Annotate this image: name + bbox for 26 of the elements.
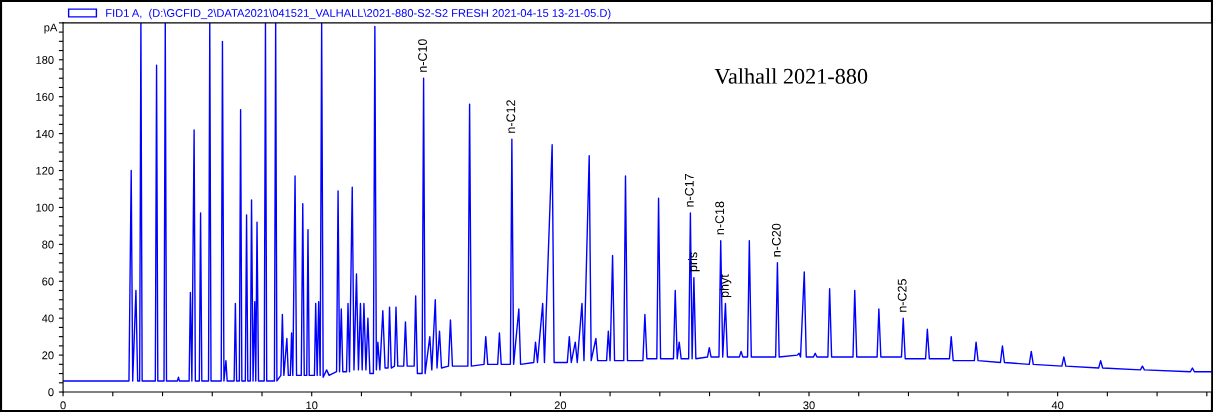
annotation: n-C20	[771, 223, 781, 257]
annotation: pris	[688, 252, 700, 272]
y-tick-label: 120	[36, 166, 54, 175]
x-tick-label: 0	[60, 401, 66, 410]
x-tick-label: 10	[306, 401, 318, 410]
y-tick-label: 20	[42, 351, 54, 360]
x-tick-label: 20	[554, 401, 567, 410]
y-tick-label: 100	[36, 203, 54, 212]
y-tick-label: 80	[42, 240, 54, 249]
y-tick-label: 140	[36, 129, 54, 138]
legend-label: FID1 A, (D:\GCFID_2\DATA2021\041521_VALHALL\2021-880-S2-S2 FRESH 2021-04-15 13-21-05.D)	[106, 8, 611, 20]
y-tick-label: 40	[41, 314, 54, 323]
y-tick-label: 160	[36, 92, 54, 101]
y-axis-title: pA	[44, 23, 58, 34]
text: Valhall 2021-880	[714, 68, 868, 84]
annotation: n-C17	[684, 174, 694, 207]
annotation: n-C18	[715, 201, 725, 235]
x-tick-label: 40	[1051, 401, 1064, 410]
annotation: n-C10	[418, 39, 427, 72]
y-tick-label: 60	[42, 277, 54, 286]
y-tick-label: 0	[48, 388, 54, 397]
x-tick-label: 30	[803, 401, 815, 410]
annotation: n-C12	[506, 100, 516, 133]
annotation: phyt	[719, 274, 732, 298]
annotation: n-C25	[897, 279, 907, 312]
y-tick-label: 180	[36, 56, 54, 64]
